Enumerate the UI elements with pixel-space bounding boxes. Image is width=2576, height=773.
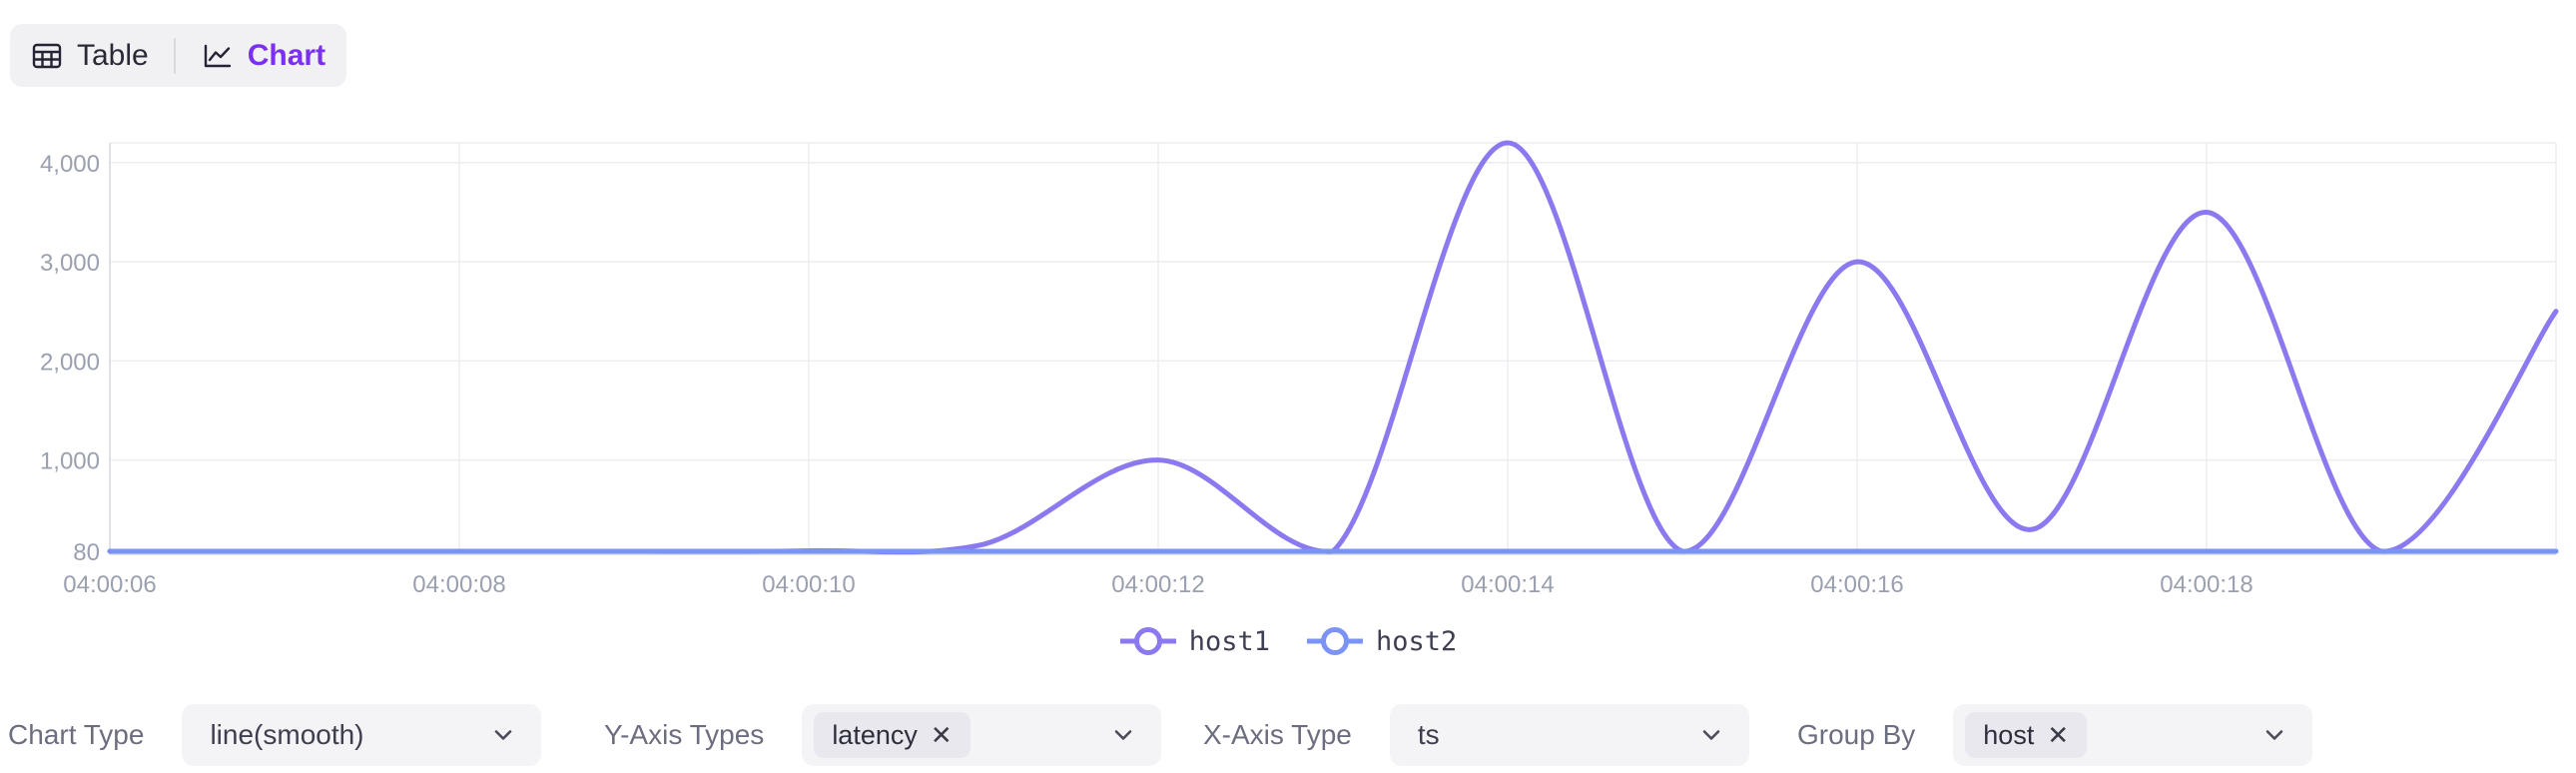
svg-text:04:00:16: 04:00:16 bbox=[1810, 571, 1903, 598]
legend-item-host1[interactable]: host1 bbox=[1119, 626, 1270, 657]
chart-view-label: Chart bbox=[247, 38, 326, 72]
svg-text:04:00:06: 04:00:06 bbox=[63, 571, 156, 598]
table-view-button[interactable]: Table bbox=[30, 39, 149, 73]
y-axis-tag-latency: latency ✕ bbox=[814, 712, 970, 758]
toggle-divider bbox=[173, 37, 176, 74]
legend-label-host1: host1 bbox=[1188, 625, 1270, 657]
group-by-control: Group By host ✕ bbox=[1797, 702, 2313, 768]
remove-host-tag-icon[interactable]: ✕ bbox=[2047, 720, 2070, 750]
chart-type-label: Chart Type bbox=[8, 719, 145, 750]
chevron-down-icon bbox=[1115, 730, 1132, 740]
group-by-tag-host: host ✕ bbox=[1965, 712, 2088, 758]
chart-view-button[interactable]: Chart bbox=[201, 39, 325, 73]
view-toggle: Table Chart bbox=[10, 24, 346, 87]
legend-label-host2: host2 bbox=[1376, 625, 1458, 657]
svg-text:1,000: 1,000 bbox=[40, 448, 100, 475]
y-axis-types-label: Y-Axis Types bbox=[604, 719, 765, 750]
svg-text:04:00:12: 04:00:12 bbox=[1111, 571, 1204, 598]
svg-text:04:00:08: 04:00:08 bbox=[412, 571, 505, 598]
chart-legend: host1 host2 bbox=[0, 617, 2576, 665]
x-axis-type-value: ts bbox=[1417, 719, 1440, 750]
svg-text:4,000: 4,000 bbox=[40, 151, 100, 178]
host2-line-marker-icon bbox=[1307, 627, 1363, 655]
y-axis-types-select[interactable]: latency ✕ bbox=[802, 704, 1162, 766]
chevron-down-icon bbox=[495, 730, 512, 740]
chevron-down-icon bbox=[1702, 730, 1720, 740]
legend-item-host2[interactable]: host2 bbox=[1306, 626, 1457, 657]
chart-type-value: line(smooth) bbox=[210, 719, 364, 750]
host1-line-marker-icon bbox=[1119, 627, 1176, 655]
chart-type-control: Chart Type line(smooth) bbox=[8, 702, 542, 768]
group-by-label: Group By bbox=[1797, 719, 1916, 750]
y-axis-tag-latency-text: latency bbox=[832, 719, 918, 750]
x-axis-type-select[interactable]: ts bbox=[1389, 704, 1749, 766]
svg-text:80: 80 bbox=[73, 539, 100, 566]
table-view-label: Table bbox=[77, 38, 149, 72]
svg-text:3,000: 3,000 bbox=[40, 250, 100, 277]
group-by-select[interactable]: host ✕ bbox=[1953, 704, 2313, 766]
table-icon bbox=[32, 43, 62, 68]
chart-type-select[interactable]: line(smooth) bbox=[182, 704, 542, 766]
svg-text:04:00:10: 04:00:10 bbox=[762, 571, 855, 598]
x-axis-type-label: X-Axis Type bbox=[1203, 719, 1352, 750]
chevron-down-icon bbox=[2265, 730, 2283, 740]
line-chart[interactable]: 80 1,000 2,000 3,000 4,000 04:00:06 04:00:08 04… bbox=[0, 0, 2576, 615]
line-chart-icon bbox=[204, 44, 231, 67]
remove-latency-tag-icon[interactable]: ✕ bbox=[930, 720, 953, 750]
y-axis-types-control: Y-Axis Types latency ✕ bbox=[604, 702, 1162, 768]
svg-text:04:00:14: 04:00:14 bbox=[1461, 571, 1554, 598]
x-axis-type-control: X-Axis Type ts bbox=[1203, 702, 1749, 768]
svg-text:2,000: 2,000 bbox=[40, 349, 100, 376]
group-by-tag-host-text: host bbox=[1983, 719, 2035, 750]
svg-text:04:00:18: 04:00:18 bbox=[2160, 571, 2253, 598]
